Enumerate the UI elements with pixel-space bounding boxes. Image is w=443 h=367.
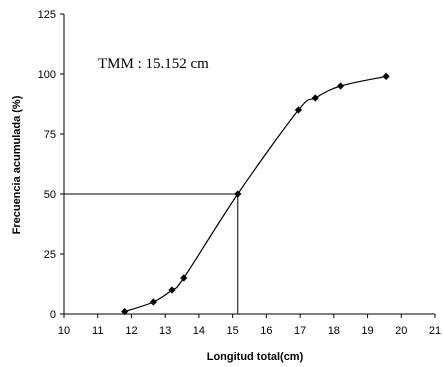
- reference-lines: [64, 193, 239, 314]
- x-axis-title: Longitud total(cm): [207, 351, 304, 363]
- data-point: [382, 72, 390, 80]
- data-point: [294, 106, 303, 114]
- y-ticks: 0 25 50 75 100 125: [38, 9, 64, 321]
- x-tick-label: 19: [361, 325, 373, 337]
- y-tick-label: 50: [44, 189, 56, 201]
- data-point: [149, 298, 157, 306]
- x-tick-label: 18: [328, 325, 340, 337]
- x-tick-label: 17: [294, 325, 306, 337]
- y-tick-label: 75: [44, 129, 56, 141]
- tmm-annotation: TMM : 15.152 cm: [98, 56, 209, 72]
- data-point: [311, 94, 319, 102]
- y-tick-label: 0: [50, 309, 56, 321]
- y-tick-label: 125: [38, 9, 56, 21]
- data-points: [121, 72, 390, 316]
- x-tick-label: 10: [58, 325, 70, 337]
- x-ticks: 10 11 12 13 14 15 16 17 18 19 20 21: [58, 314, 441, 337]
- x-tick-label: 20: [395, 325, 407, 337]
- y-tick-label: 100: [38, 69, 56, 81]
- x-tick-label: 21: [429, 325, 441, 337]
- x-tick-label: 13: [159, 325, 171, 337]
- data-point: [121, 308, 129, 316]
- x-tick-label: 16: [260, 325, 272, 337]
- x-tick-label: 11: [92, 325, 103, 337]
- x-tick-label: 14: [193, 325, 205, 337]
- x-tick-label: 15: [227, 325, 239, 337]
- y-axis-title: Frecuencia acumulada (%): [11, 95, 23, 234]
- data-point: [336, 82, 345, 90]
- y-tick-label: 25: [44, 249, 56, 261]
- data-point: [234, 190, 242, 198]
- x-tick-label: 12: [125, 325, 137, 337]
- data-point: [168, 286, 176, 294]
- data-point: [180, 274, 188, 282]
